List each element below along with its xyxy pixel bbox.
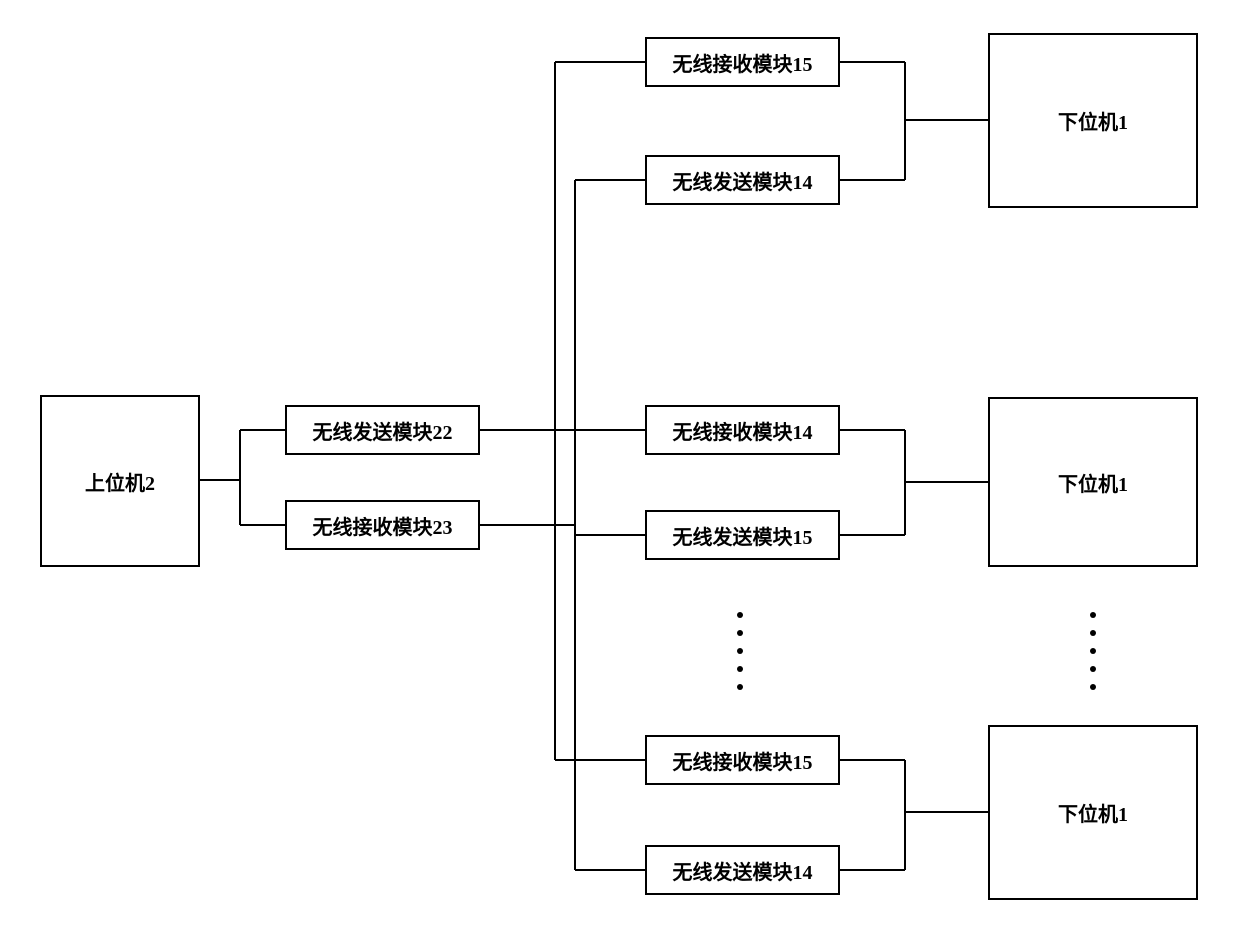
slave2-tx-module-box: 无线发送模块15 <box>645 510 840 560</box>
ellipsis-dot <box>737 684 743 690</box>
slave3-tx-module-label: 无线发送模块14 <box>673 856 813 885</box>
slave1-tx-module-box: 无线发送模块14 <box>645 155 840 205</box>
slave1-tx-module-label: 无线发送模块14 <box>673 166 813 195</box>
host-tx-module-label: 无线发送模块22 <box>313 416 453 445</box>
host-rx-module-label: 无线接收模块23 <box>313 511 453 540</box>
slave2-machine-label: 下位机1 <box>1058 468 1128 497</box>
system-block-diagram: 上位机2 无线发送模块22 无线接收模块23 无线接收模块15 无线发送模块14… <box>0 0 1240 927</box>
host-machine-label: 上位机2 <box>85 467 155 496</box>
slave3-machine-box: 下位机1 <box>988 725 1198 900</box>
slave2-machine-box: 下位机1 <box>988 397 1198 567</box>
slave1-machine-box: 下位机1 <box>988 33 1198 208</box>
ellipsis-dot <box>1090 630 1096 636</box>
ellipsis-dot <box>1090 648 1096 654</box>
host-tx-module-box: 无线发送模块22 <box>285 405 480 455</box>
slave1-rx-module-box: 无线接收模块15 <box>645 37 840 87</box>
slave3-rx-module-box: 无线接收模块15 <box>645 735 840 785</box>
slave3-machine-label: 下位机1 <box>1058 798 1128 827</box>
ellipsis-dots-slave-column <box>1090 612 1096 690</box>
slave1-machine-label: 下位机1 <box>1058 106 1128 135</box>
ellipsis-dot <box>737 612 743 618</box>
slave3-tx-module-box: 无线发送模块14 <box>645 845 840 895</box>
host-machine-box: 上位机2 <box>40 395 200 567</box>
ellipsis-dots-module-column <box>737 612 743 690</box>
ellipsis-dot <box>1090 612 1096 618</box>
ellipsis-dot <box>737 630 743 636</box>
ellipsis-dot <box>737 666 743 672</box>
ellipsis-dot <box>1090 666 1096 672</box>
slave1-rx-module-label: 无线接收模块15 <box>673 48 813 77</box>
slave2-rx-module-label: 无线接收模块14 <box>673 416 813 445</box>
slave3-rx-module-label: 无线接收模块15 <box>673 746 813 775</box>
host-rx-module-box: 无线接收模块23 <box>285 500 480 550</box>
slave2-tx-module-label: 无线发送模块15 <box>673 521 813 550</box>
ellipsis-dot <box>737 648 743 654</box>
ellipsis-dot <box>1090 684 1096 690</box>
slave2-rx-module-box: 无线接收模块14 <box>645 405 840 455</box>
